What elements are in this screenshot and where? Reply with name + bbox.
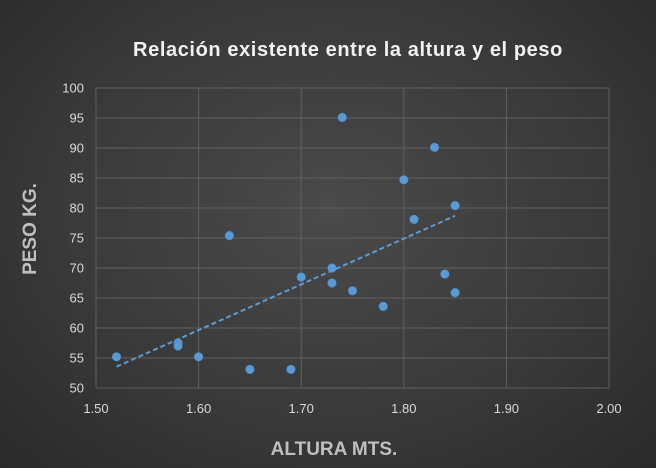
data-point-5: [245, 364, 255, 375]
y-axis-title: PESO KG.: [20, 183, 41, 275]
x-tick-label: 1.80: [391, 401, 416, 416]
data-point-10: [337, 112, 347, 122]
data-point-14: [409, 214, 419, 224]
data-point-6: [286, 364, 296, 375]
data-point-18: [450, 288, 460, 298]
data-points: [111, 112, 460, 375]
data-point-8: [327, 263, 337, 273]
data-point-2: [173, 341, 183, 351]
tick-labels: 50 55 60 65 70 75 80 85 90 95 100 1.50 1.60 1.70 1.80 1…: [62, 81, 621, 417]
x-tick-label: 1.60: [186, 401, 211, 416]
x-tick-label: 1.90: [494, 401, 519, 416]
trendline: [116, 214, 456, 368]
data-point-12: [378, 301, 388, 312]
data-point-13: [399, 175, 409, 185]
y-tick-label: 70: [70, 261, 84, 276]
y-tick-label: 75: [70, 231, 84, 246]
y-tick-label: 90: [70, 141, 84, 156]
data-point-4: [224, 231, 234, 241]
y-tick-label: 50: [70, 381, 84, 396]
y-tick-label: 80: [70, 201, 84, 216]
data-point-3: [194, 352, 204, 362]
x-tick-label: 2.00: [596, 401, 621, 416]
data-point-16: [440, 269, 450, 279]
y-tick-label: 95: [70, 111, 84, 126]
chart-title: Relación existente entre la altura y el …: [133, 39, 563, 61]
x-tick-label: 1.50: [83, 401, 108, 416]
data-point-9: [327, 278, 337, 288]
y-tick-label: 100: [62, 81, 84, 96]
y-tick-label: 55: [70, 351, 84, 366]
data-point-17: [450, 201, 460, 211]
y-tick-label: 65: [70, 291, 84, 306]
data-point-11: [347, 286, 358, 296]
data-point-7: [296, 272, 306, 282]
y-tick-label: 60: [70, 321, 84, 336]
grid: [95, 87, 610, 389]
data-point-0: [111, 352, 122, 362]
data-point-15: [429, 142, 440, 152]
y-tick-label: 85: [70, 171, 84, 186]
x-axis-title: ALTURA MTS.: [271, 439, 398, 460]
x-tick-label: 1.70: [289, 401, 314, 416]
